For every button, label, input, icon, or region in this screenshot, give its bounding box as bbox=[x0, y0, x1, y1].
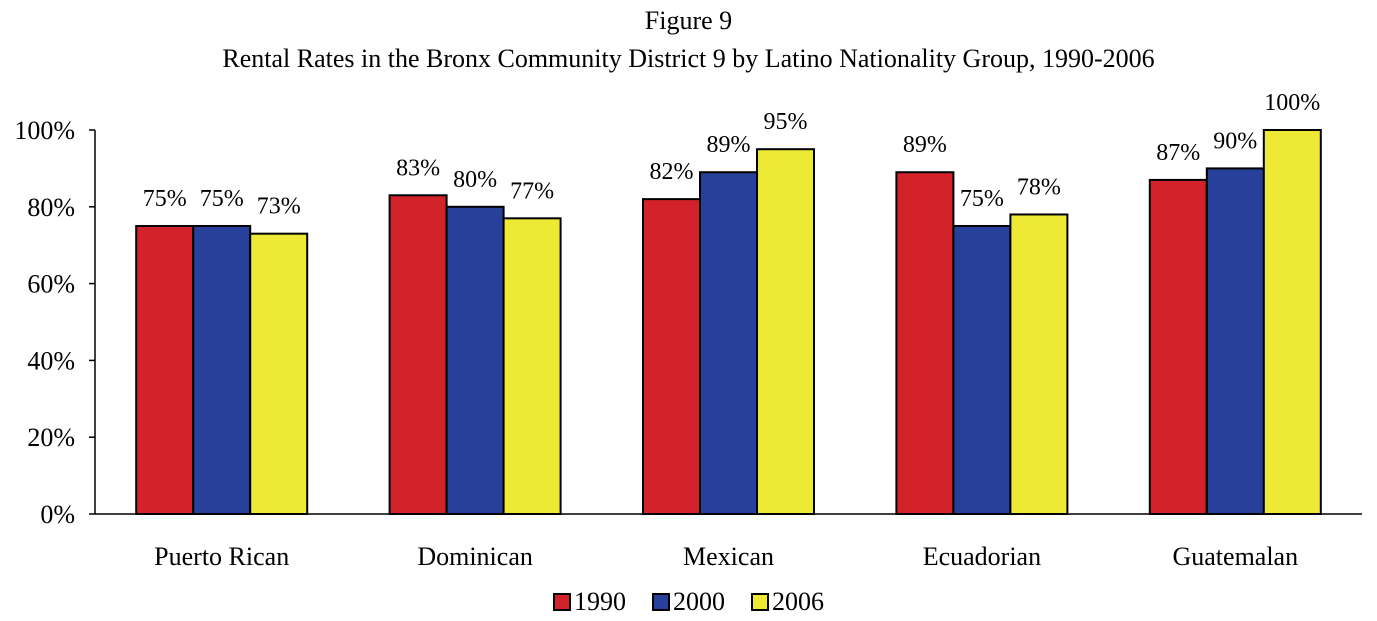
legend-swatch-1990 bbox=[553, 593, 571, 611]
data-label: 73% bbox=[257, 194, 301, 220]
bar-1990-dominican bbox=[388, 194, 448, 515]
legend-item-2006: 2006 bbox=[751, 588, 824, 616]
data-label: 89% bbox=[903, 132, 947, 158]
legend-item-1990: 1990 bbox=[553, 588, 626, 616]
x-category-label: Puerto Rican bbox=[154, 542, 289, 571]
bar-1990-mexican bbox=[642, 198, 701, 515]
x-category-label: Dominican bbox=[417, 542, 533, 571]
bar-2006-puerto-rican bbox=[249, 232, 309, 515]
data-label: 77% bbox=[510, 178, 554, 204]
legend-label-1990: 1990 bbox=[574, 587, 626, 616]
y-tick-label: 60% bbox=[27, 270, 75, 299]
chart-title-line2: Rental Rates in the Bronx Community Dist… bbox=[222, 44, 1155, 73]
legend-label-2006: 2006 bbox=[772, 587, 824, 616]
data-label: 75% bbox=[960, 186, 1004, 212]
y-tick-label: 100% bbox=[14, 116, 75, 145]
bar-2000-dominican bbox=[445, 205, 505, 516]
data-label: 87% bbox=[1156, 140, 1200, 166]
data-label: 90% bbox=[1213, 128, 1257, 154]
chart-legend: 1990 2000 2006 bbox=[0, 588, 1377, 616]
bar-2006-dominican bbox=[502, 217, 562, 515]
data-label: 78% bbox=[1017, 174, 1061, 200]
x-category-label: Ecuadorian bbox=[923, 542, 1041, 571]
data-label: 82% bbox=[650, 159, 694, 185]
chart-title-line1: Figure 9 bbox=[644, 6, 733, 35]
data-label: 75% bbox=[200, 186, 244, 212]
data-label: 95% bbox=[764, 109, 808, 135]
bar-2000-mexican bbox=[699, 171, 758, 516]
bar-1990-guatemalan bbox=[1148, 178, 1208, 515]
bar-2000-puerto-rican bbox=[192, 225, 252, 515]
bar-2000-ecuadorian bbox=[952, 225, 1012, 515]
y-tick-label: 40% bbox=[27, 346, 75, 375]
data-label: 80% bbox=[453, 167, 497, 193]
data-label: 100% bbox=[1264, 90, 1320, 116]
data-label: 83% bbox=[396, 155, 440, 181]
legend-swatch-2000 bbox=[652, 593, 670, 611]
legend-swatch-2006 bbox=[751, 593, 769, 611]
bar-2006-guatemalan bbox=[1262, 129, 1322, 515]
bar-1990-puerto-rican bbox=[135, 225, 195, 515]
bar-1990-ecuadorian bbox=[895, 171, 955, 516]
x-category-label: Guatemalan bbox=[1172, 542, 1298, 571]
legend-label-2000: 2000 bbox=[673, 587, 725, 616]
data-label: 89% bbox=[707, 132, 751, 158]
bar-2000-guatemalan bbox=[1205, 167, 1265, 515]
x-category-label: Mexican bbox=[683, 542, 774, 571]
bar-2006-mexican bbox=[756, 148, 815, 515]
data-label: 75% bbox=[143, 186, 187, 212]
bar-2006-ecuadorian bbox=[1009, 213, 1069, 515]
legend-item-2000: 2000 bbox=[652, 588, 725, 616]
y-tick-label: 80% bbox=[27, 193, 75, 222]
y-tick-label: 20% bbox=[27, 423, 75, 452]
y-tick-label: 0% bbox=[40, 500, 75, 529]
